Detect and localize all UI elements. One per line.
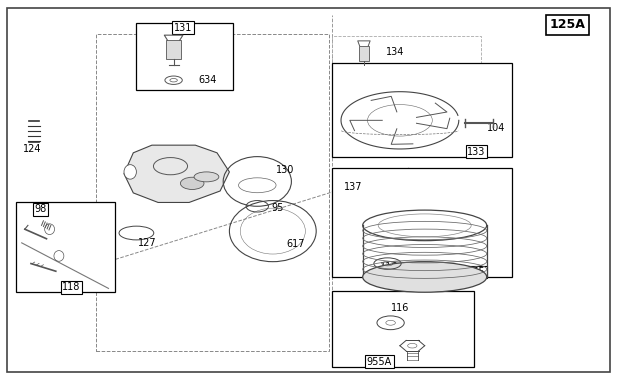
Bar bbox=[332, 168, 512, 277]
Text: 116: 116 bbox=[380, 262, 399, 272]
Text: 118: 118 bbox=[62, 282, 81, 292]
Text: 104: 104 bbox=[487, 123, 505, 133]
Ellipse shape bbox=[124, 165, 136, 179]
Ellipse shape bbox=[363, 262, 487, 292]
Text: 131: 131 bbox=[174, 23, 192, 33]
Text: 133: 133 bbox=[467, 147, 485, 157]
Ellipse shape bbox=[194, 172, 219, 182]
Bar bbox=[332, 63, 512, 157]
Text: 634: 634 bbox=[198, 75, 217, 85]
Bar bbox=[332, 291, 474, 367]
Text: 127: 127 bbox=[138, 238, 156, 248]
Text: 975: 975 bbox=[467, 267, 485, 277]
Ellipse shape bbox=[180, 177, 204, 189]
Text: 955A: 955A bbox=[367, 357, 392, 367]
Polygon shape bbox=[124, 145, 229, 202]
Text: 95: 95 bbox=[271, 203, 283, 213]
FancyBboxPatch shape bbox=[166, 40, 181, 59]
Bar bbox=[136, 23, 232, 90]
FancyBboxPatch shape bbox=[359, 46, 369, 61]
Text: 134: 134 bbox=[386, 47, 404, 57]
Text: 130: 130 bbox=[276, 165, 294, 175]
Text: 124: 124 bbox=[23, 144, 42, 154]
Bar bbox=[16, 202, 115, 292]
Text: 125A: 125A bbox=[549, 18, 585, 31]
Text: 137: 137 bbox=[344, 182, 363, 192]
Bar bbox=[96, 34, 329, 351]
Text: 98: 98 bbox=[34, 204, 46, 214]
Text: 617: 617 bbox=[286, 240, 305, 249]
Text: 116: 116 bbox=[391, 303, 409, 312]
Bar bbox=[332, 36, 480, 96]
